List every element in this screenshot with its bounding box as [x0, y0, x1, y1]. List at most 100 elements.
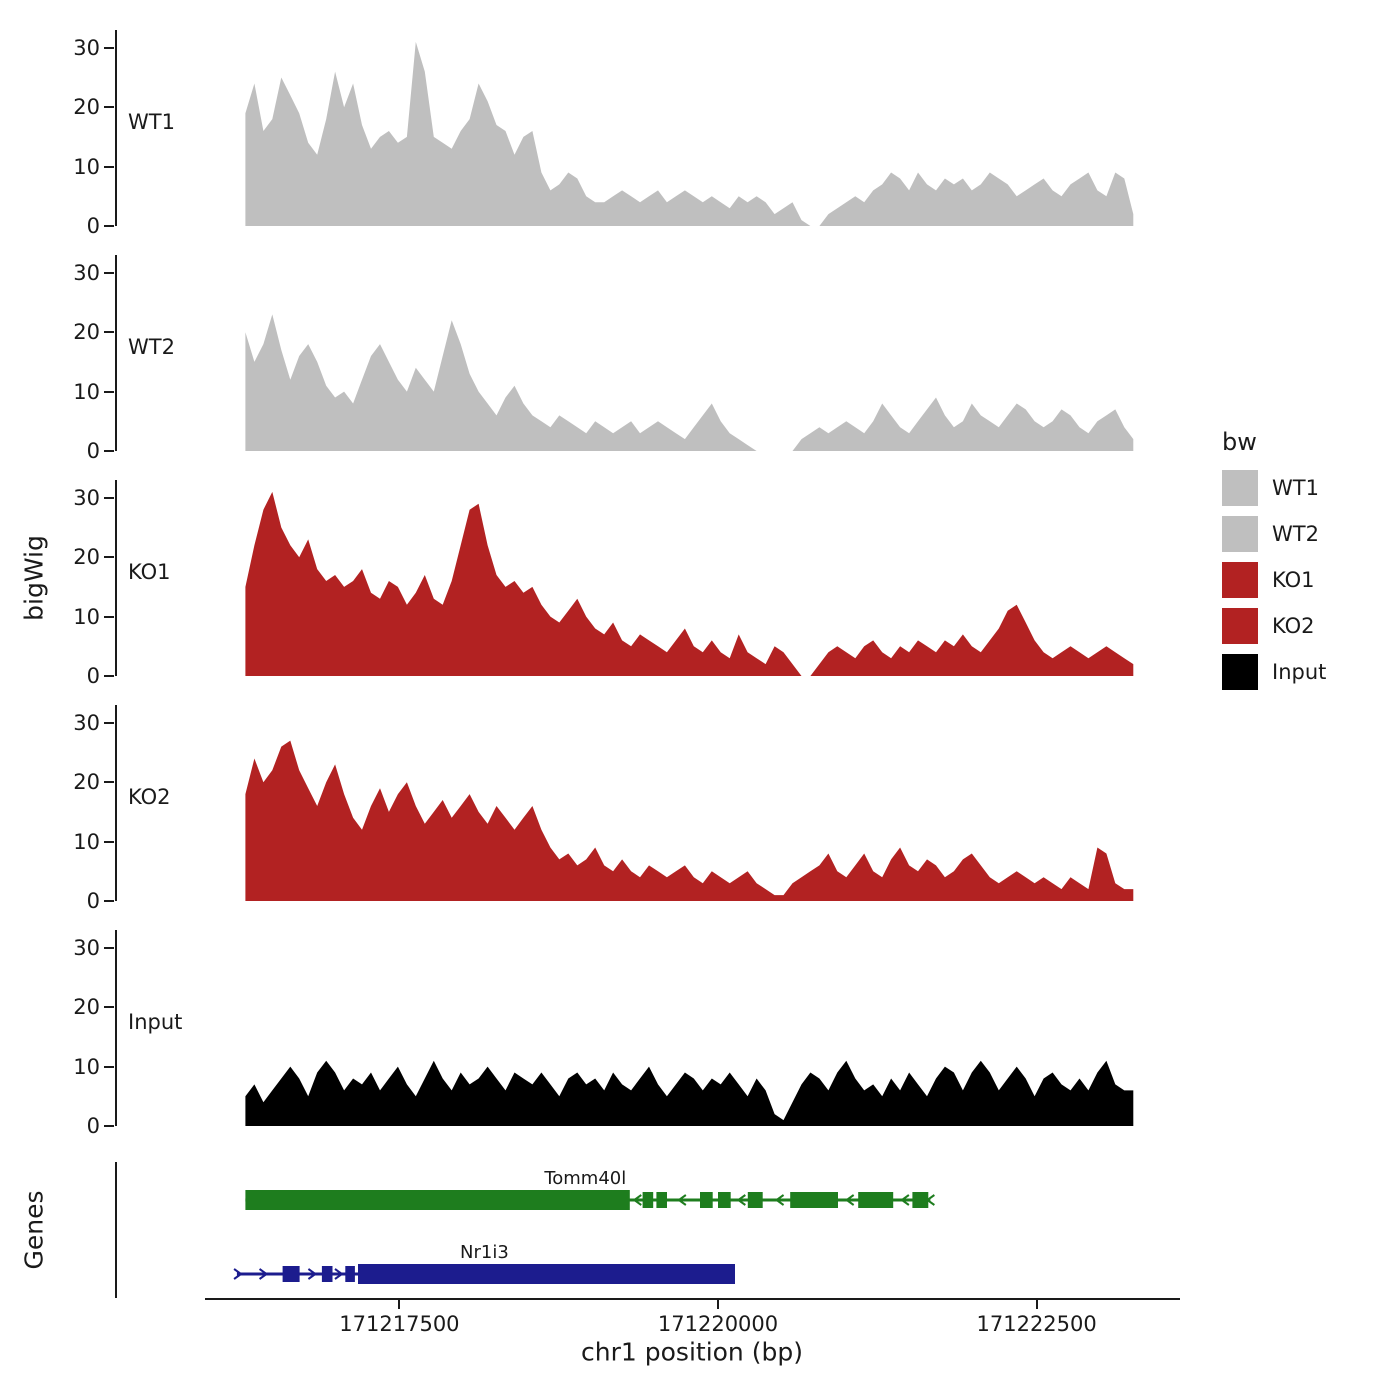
track-label-ko1: KO1	[128, 560, 171, 584]
y-tick-mark	[104, 450, 114, 452]
y-tick-label: 20	[73, 995, 100, 1020]
y-tick-label: 10	[73, 1054, 100, 1079]
y-tick-label: 0	[86, 889, 100, 913]
gene-strand-arrow-tomm40l	[774, 1194, 785, 1206]
y-tick-label: 30	[73, 710, 100, 735]
y-tick-label: 30	[73, 260, 100, 285]
gene-exon-tomm40l	[747, 1192, 763, 1208]
y-tick-mark	[104, 615, 114, 618]
legend-item-input: Input	[1222, 654, 1326, 690]
y-tick-label: 0	[86, 1114, 100, 1138]
y-tick-label: 20	[73, 320, 100, 345]
x-tick-label: 171217500	[339, 1312, 460, 1336]
y-tick-mark	[104, 165, 114, 168]
gene-exon-tomm40l	[656, 1192, 667, 1208]
legend-item-ko2: KO2	[1222, 608, 1326, 644]
gene-exon-tomm40l	[700, 1192, 713, 1208]
x-tick-mark	[398, 1300, 401, 1309]
y-tick-mark	[104, 271, 114, 274]
gene-strand-arrow-nr1i3	[334, 1268, 344, 1280]
track-label-input: Input	[128, 1010, 183, 1034]
signal-area-input	[245, 1060, 1134, 1126]
y-axis-line-wt1	[115, 30, 117, 226]
y-tick-mark	[104, 46, 114, 49]
gene-strand-arrow-nr1i3	[258, 1268, 269, 1280]
legend-swatch-ko2	[1222, 608, 1258, 644]
y-tick-mark	[104, 331, 114, 334]
y-axis-line-ko1	[115, 480, 117, 676]
gene-label-nr1i3: Nr1i3	[460, 1242, 509, 1263]
legend-swatch-ko1	[1222, 562, 1258, 598]
y-tick-mark	[104, 721, 114, 724]
legend-swatch-input	[1222, 654, 1258, 690]
gene-thick-tomm40l	[245, 1190, 630, 1210]
track-label-wt2: WT2	[128, 335, 175, 359]
gene-strand-arrow-nr1i3	[307, 1268, 318, 1280]
track-label-ko2: KO2	[128, 785, 171, 809]
legend-swatch-wt2	[1222, 516, 1258, 552]
y-tick-mark	[104, 900, 114, 902]
gene-strand-arrow-tomm40l	[736, 1194, 746, 1206]
y-tick-label: 10	[73, 379, 100, 404]
legend: bw WT1 WT2 KO1 KO2 Input	[1222, 428, 1326, 700]
gene-strand-arrow-tomm40l	[925, 1194, 935, 1206]
x-axis-title: chr1 position (bp)	[581, 1337, 803, 1367]
y-tick-mark	[104, 556, 114, 559]
signal-area-ko1	[245, 491, 1134, 676]
legend-title: bw	[1222, 428, 1257, 456]
x-tick-label: 171220000	[657, 1312, 779, 1336]
y-tick-mark	[104, 1125, 114, 1127]
legend-items: WT1 WT2 KO1 KO2 Input	[1222, 470, 1326, 690]
gene-exon-tomm40l	[858, 1192, 894, 1208]
signal-area-wt2	[245, 314, 1134, 451]
y-tick-mark	[104, 840, 114, 843]
gene-strand-arrow-tomm40l	[632, 1194, 642, 1206]
y-tick-label: 0	[86, 664, 100, 688]
gene-strand-arrow-tomm40l	[900, 1194, 910, 1206]
y-tick-mark	[104, 781, 114, 784]
gene-exon-tomm40l	[912, 1192, 929, 1208]
y-tick-mark	[104, 225, 114, 227]
track-label-wt1: WT1	[128, 110, 175, 134]
legend-item-ko1: KO1	[1222, 562, 1326, 598]
legend-label-wt1: WT1	[1272, 476, 1319, 500]
legend-label-input: Input	[1272, 660, 1327, 684]
gene-strand-arrow-tomm40l	[844, 1194, 855, 1206]
gene-exon-nr1i3	[282, 1266, 300, 1282]
gene-label-tomm40l: Tomm40l	[543, 1168, 626, 1189]
y-tick-mark	[104, 1006, 114, 1009]
x-tick-mark	[1035, 1300, 1038, 1309]
y-tick-mark	[104, 496, 114, 499]
y-tick-label: 30	[73, 35, 100, 60]
signal-area-ko2	[245, 740, 1134, 901]
y-tick-mark	[104, 1065, 114, 1068]
legend-item-wt2: WT2	[1222, 516, 1326, 552]
y-tick-label: 10	[73, 604, 100, 629]
legend-label-ko1: KO1	[1272, 568, 1315, 592]
gene-models-svg: Tomm40l Nr1i3	[233, 1168, 935, 1284]
gene-exon-tomm40l	[718, 1192, 731, 1208]
gene-strand-arrow-nr1i3	[233, 1268, 243, 1280]
y-tick-label: 20	[73, 545, 100, 570]
legend-label-ko2: KO2	[1272, 614, 1315, 638]
y-tick-label: 0	[86, 439, 100, 463]
y-axis-title-genes: Genes	[19, 1190, 49, 1270]
y-tick-mark	[104, 675, 114, 677]
gene-thick-nr1i3	[358, 1264, 735, 1284]
y-tick-label: 20	[73, 95, 100, 120]
x-axis-line	[205, 1298, 1180, 1300]
gene-exon-nr1i3	[345, 1266, 355, 1282]
y-tick-label: 0	[86, 214, 100, 238]
gene-exon-nr1i3	[321, 1266, 333, 1282]
x-tick-mark	[717, 1300, 720, 1309]
y-axis-line-wt2	[115, 255, 117, 451]
legend-label-wt2: WT2	[1272, 522, 1319, 546]
y-axis-line-ko2	[115, 705, 117, 901]
y-tick-label: 30	[73, 485, 100, 510]
y-axis-line-input	[115, 930, 117, 1126]
legend-item-wt1: WT1	[1222, 470, 1326, 506]
gene-exon-tomm40l	[790, 1192, 838, 1208]
y-tick-mark	[104, 946, 114, 949]
y-tick-label: 10	[73, 829, 100, 854]
signal-area-wt1	[245, 41, 1134, 226]
